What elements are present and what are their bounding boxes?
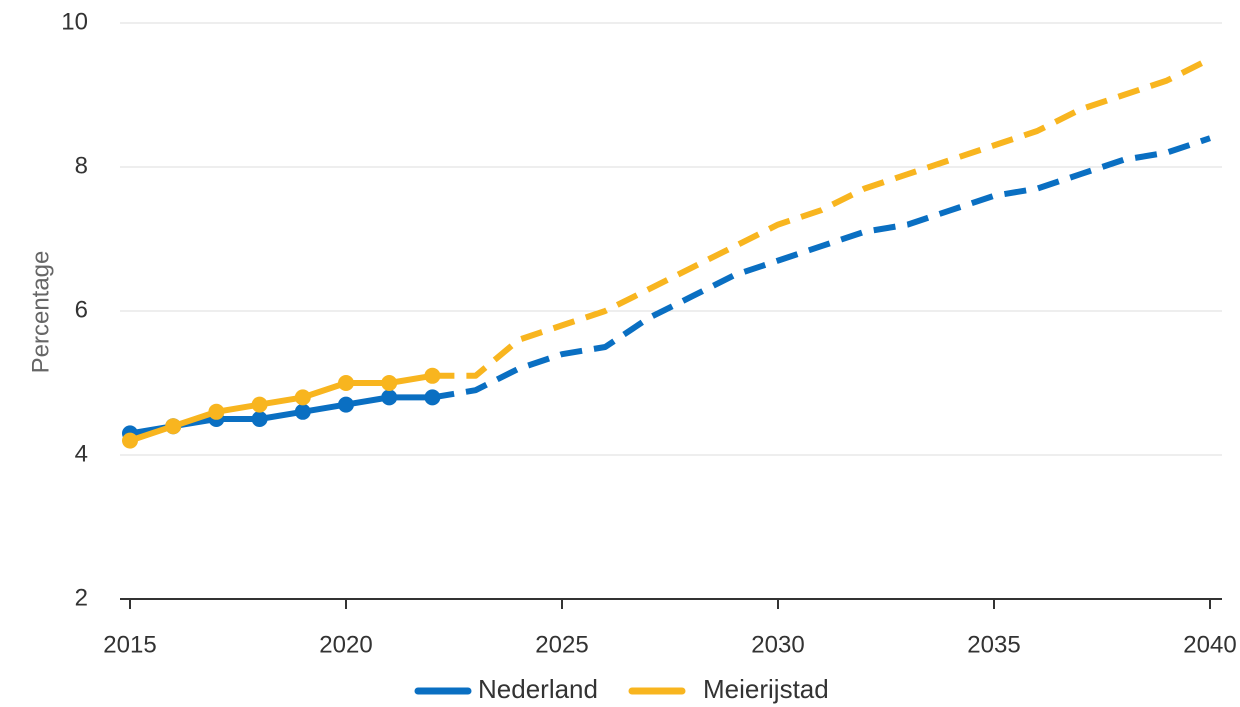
- data-point: [381, 375, 398, 391]
- y-tick-label: 6: [75, 296, 88, 323]
- legend: Nederland Meierijstad: [414, 674, 829, 704]
- data-point: [338, 396, 354, 413]
- data-point: [294, 389, 311, 406]
- legend-item-meierijstad[interactable]: Meierijstad: [628, 674, 829, 704]
- x-tick-label: 2020: [319, 631, 372, 658]
- y-tick-label: 4: [75, 440, 88, 467]
- legend-label: Meierijstad: [703, 674, 829, 704]
- forecast-line-meierijstad: [432, 56, 1212, 379]
- data-point: [424, 367, 441, 384]
- legend-label: Nederland: [478, 674, 598, 704]
- axes: 2 4 6 8 10 2015 2020 2025 2030 2035 2040: [61, 8, 1236, 658]
- data-point: [165, 418, 182, 435]
- x-tick-label: 2015: [103, 631, 156, 658]
- x-tick-label: 2030: [751, 631, 804, 658]
- y-tick-label: 10: [61, 8, 88, 35]
- x-tick-label: 2025: [535, 631, 588, 658]
- series: [122, 56, 1212, 449]
- series-nederland: [122, 135, 1211, 442]
- data-point: [338, 375, 354, 391]
- data-point: [208, 403, 225, 420]
- data-point: [122, 432, 138, 449]
- data-point: [294, 403, 311, 420]
- data-point: [381, 389, 398, 406]
- data-point: [424, 389, 441, 406]
- data-point: [251, 411, 268, 427]
- forecast-line-nederland: [431, 135, 1211, 401]
- series-meierijstad: [122, 56, 1212, 449]
- y-axis-title: Percentage: [27, 251, 54, 374]
- x-tick-label: 2040: [1183, 631, 1236, 658]
- gridlines: [120, 22, 1222, 456]
- legend-item-nederland[interactable]: Nederland: [414, 674, 598, 704]
- y-tick-label: 2: [75, 584, 88, 611]
- data-point: [251, 396, 268, 413]
- x-tick-label: 2035: [967, 631, 1020, 658]
- y-tick-label: 8: [75, 152, 88, 179]
